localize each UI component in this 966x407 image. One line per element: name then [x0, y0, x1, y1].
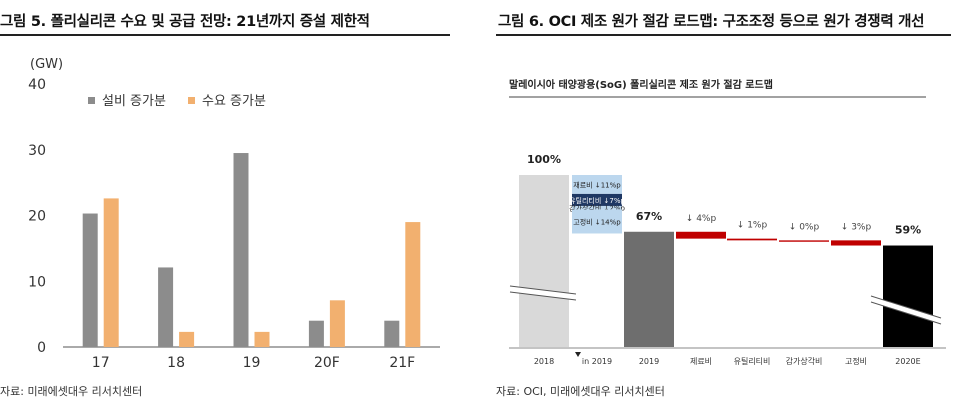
bar-capacity: [384, 320, 400, 347]
decrease-bar-label: ↓ 3%p: [841, 222, 872, 232]
legend-swatch: [88, 97, 95, 104]
in-2019-marker: [575, 352, 581, 357]
decrease-bar-label: ↓ 4%p: [686, 214, 717, 224]
x-tick-label: 2020E: [895, 357, 920, 366]
x-tick-label: 감가상각비: [786, 356, 823, 366]
bar-capacity: [158, 267, 174, 347]
bar-demand: [179, 331, 195, 347]
figure-6-title: 그림 6. OCI 제조 원가 절감 로드맵: 구조조정 등으로 원가 경쟁력 …: [498, 14, 925, 30]
polysilicon-supply-demand-chart: (GW) 0 10 20 30 40 17 18 19 20F 21F 설비 증가분 수요 증가분: [28, 57, 440, 371]
breakdown-segment-label: 재료비 ↓11%p: [573, 180, 621, 189]
axis-break-right-lines: [870, 295, 942, 325]
decrease-bar: [831, 240, 881, 246]
x-tick-label: 고정비: [845, 356, 867, 366]
x-tick-label: in 2019: [582, 357, 612, 366]
decrease-bar: [779, 240, 829, 242]
figure-6-source: 자료: OCI, 미래에셋대우 리서치센터: [496, 385, 665, 398]
y-tick-label: 40: [28, 77, 46, 93]
y-tick-label: 10: [28, 274, 46, 290]
total-bar-label: 67%: [636, 210, 662, 223]
decrease-bar-label: ↓ 1%p: [737, 221, 768, 231]
breakdown-segment: [572, 175, 622, 194]
decrease-bar: [727, 238, 777, 241]
bar-capacity: [82, 213, 98, 347]
chart-subtitle: 말레이시아 태양광용(SoG) 폴리실리콘 제조 원가 절감 로드맵: [509, 78, 773, 91]
y-axis-unit-label: (GW): [30, 57, 63, 72]
figure-5-panel: 그림 5. 폴리실리콘 수요 및 공급 전망: 21년까지 증설 제한적 (GW…: [0, 0, 470, 407]
total-bar: [624, 231, 674, 347]
figure-6-panel: 그림 6. OCI 제조 원가 절감 로드맵: 구조조정 등으로 원가 경쟁력 …: [496, 0, 966, 407]
total-bar: [883, 245, 933, 347]
total-bar: [519, 175, 569, 347]
bar-demand: [405, 222, 421, 347]
y-tick-label: 30: [28, 143, 46, 159]
decrease-bar-label: ↓ 0%p: [789, 222, 820, 232]
x-tick-label: 19: [243, 355, 261, 371]
bar-capacity: [233, 153, 249, 347]
figure-5-title-rule: [0, 34, 450, 36]
breakdown-segment-label: 유틸리티비 ↓7%p: [569, 196, 625, 205]
x-tick-label: 제료비: [690, 357, 712, 366]
total-bar-label: 100%: [527, 153, 561, 166]
breakdown-segment: [572, 193, 622, 206]
axis-break-left-lines: [509, 285, 577, 301]
breakdown-segment-label: 고정비 ↓14%p: [573, 217, 621, 226]
figure-5-source: 자료: 미래에셋대우 리서치센터: [0, 385, 143, 398]
legend-label: 설비 증가분: [102, 94, 166, 109]
axis-break-right: [871, 296, 941, 324]
bar-demand: [329, 300, 345, 347]
y-tick-label: 20: [28, 209, 46, 225]
x-tick-label: 17: [92, 355, 110, 371]
x-tick-label: 유틸리티비: [734, 356, 771, 366]
figure-6-title-rule: [496, 34, 951, 36]
x-tick-label: 21F: [389, 355, 415, 371]
breakdown-segment-label: 감가상각비 ↓2%p: [569, 204, 625, 213]
breakdown-segment: [572, 209, 622, 234]
x-tick-label: 2018: [534, 357, 554, 366]
total-bar-label: 59%: [895, 224, 921, 237]
axis-break-left: [510, 286, 576, 300]
cost-reduction-roadmap-chart: 말레이시아 태양광용(SoG) 폴리실리콘 제조 원가 절감 로드맵 100% 20…: [509, 78, 946, 366]
y-tick-label: 0: [37, 340, 46, 356]
bar-demand: [254, 331, 270, 347]
bar-demand: [103, 198, 119, 347]
legend-label: 수요 증가분: [202, 94, 266, 109]
x-tick-label: 18: [167, 355, 185, 371]
x-tick-label: 20F: [314, 355, 340, 371]
x-tick-label: 2019: [639, 357, 659, 366]
bar-capacity: [308, 320, 324, 347]
legend-swatch: [188, 97, 195, 104]
breakdown-segment: [572, 205, 622, 210]
decrease-bar: [676, 231, 726, 239]
figure-5-title: 그림 5. 폴리실리콘 수요 및 공급 전망: 21년까지 증설 제한적: [0, 14, 370, 30]
